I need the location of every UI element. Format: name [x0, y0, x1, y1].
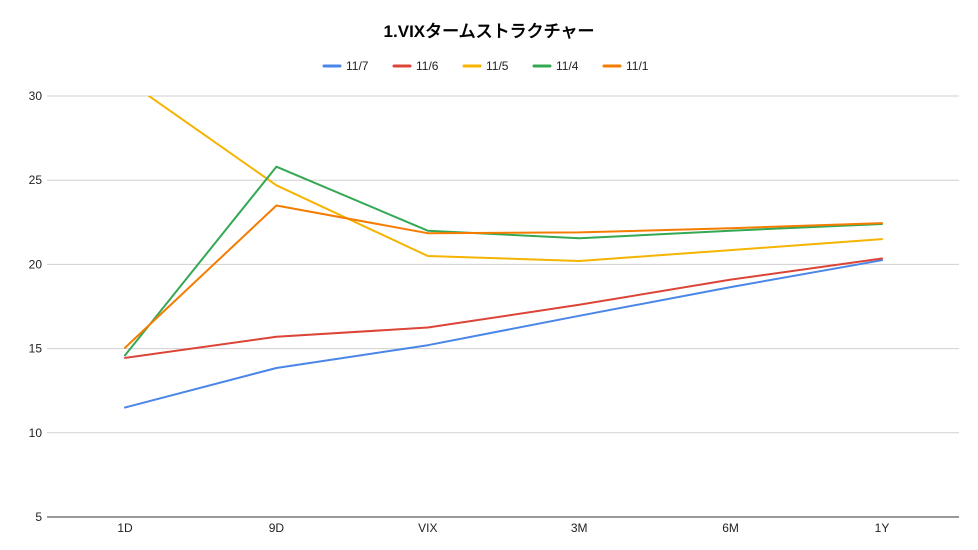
y-tick-label: 30: [29, 89, 43, 103]
legend-label: 11/6: [416, 59, 439, 73]
legend-item-11-1: 11/1: [602, 59, 649, 73]
y-tick-label: 5: [35, 510, 42, 524]
y-tick-label: 20: [29, 257, 43, 271]
x-tick-label: 1Y: [875, 521, 890, 535]
series-line-11-1: [124, 204, 883, 349]
series-line-11-4: [124, 165, 883, 357]
legend-item-11-7: 11/7: [322, 59, 369, 73]
x-tick-label: 6M: [722, 521, 739, 535]
legend-label: 11/4: [556, 59, 579, 73]
legend: 11/7 11/6 11/5 11/4 11/1: [322, 59, 649, 73]
chart-title: 1.VIXタームストラクチャー: [384, 22, 595, 41]
legend-item-11-5: 11/5: [462, 59, 509, 73]
legend-item-11-4: 11/4: [532, 59, 579, 73]
series-line-11-5: [147, 96, 883, 262]
legend-item-11-6: 11/6: [392, 59, 439, 73]
series-lines: [124, 96, 883, 409]
legend-label: 11/5: [486, 59, 509, 73]
x-tick-label: 1D: [117, 521, 133, 535]
x-tick-label: VIX: [418, 521, 437, 535]
y-axis-ticks: 5 10 15 20 25 30: [29, 89, 43, 524]
x-axis-ticks: 1D 9D VIX 3M 6M 1Y: [117, 521, 889, 535]
series-line-11-6: [124, 257, 883, 359]
grid-lines: [47, 95, 959, 518]
x-tick-label: 9D: [269, 521, 285, 535]
series-line-11-7: [124, 259, 883, 409]
y-tick-label: 25: [29, 173, 43, 187]
y-tick-label: 15: [29, 342, 43, 356]
legend-label: 11/7: [346, 59, 369, 73]
legend-label: 11/1: [626, 59, 649, 73]
x-tick-label: 3M: [571, 521, 588, 535]
y-tick-label: 10: [29, 426, 43, 440]
